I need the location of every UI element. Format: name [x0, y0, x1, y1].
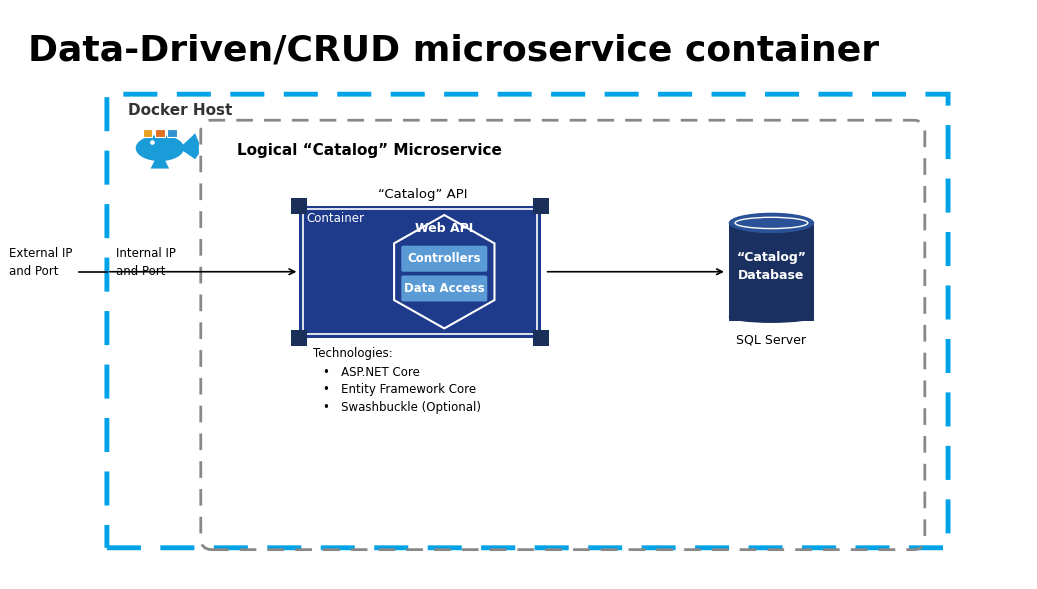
Polygon shape	[180, 133, 199, 159]
FancyBboxPatch shape	[291, 330, 307, 346]
FancyBboxPatch shape	[300, 206, 541, 337]
Text: Data-Driven/CRUD microservice container: Data-Driven/CRUD microservice container	[28, 34, 879, 68]
Text: Technologies:: Technologies:	[313, 347, 393, 360]
Text: Web API: Web API	[415, 223, 474, 236]
Text: Controllers: Controllers	[408, 252, 481, 265]
Text: Container: Container	[307, 212, 365, 225]
Text: Logical “Catalog” Microservice: Logical “Catalog” Microservice	[237, 143, 502, 157]
FancyBboxPatch shape	[533, 198, 549, 214]
Text: Internal IP
and Port: Internal IP and Port	[116, 247, 176, 278]
Ellipse shape	[729, 213, 814, 233]
Text: •   Entity Framework Core: • Entity Framework Core	[323, 383, 476, 396]
Ellipse shape	[136, 135, 184, 161]
FancyBboxPatch shape	[401, 246, 487, 272]
FancyBboxPatch shape	[167, 128, 176, 137]
Text: SQL Server: SQL Server	[736, 333, 807, 346]
Ellipse shape	[729, 310, 814, 323]
Text: Docker Host: Docker Host	[129, 104, 232, 118]
Text: External IP
and Port: External IP and Port	[9, 247, 73, 278]
Text: “Catalog”
Database: “Catalog” Database	[736, 251, 807, 282]
FancyBboxPatch shape	[291, 198, 307, 214]
Text: •   Swashbuckle (Optional): • Swashbuckle (Optional)	[323, 401, 480, 414]
Text: •   ASP.NET Core: • ASP.NET Core	[323, 366, 419, 379]
Polygon shape	[394, 215, 495, 329]
Ellipse shape	[150, 140, 155, 145]
Polygon shape	[150, 159, 169, 168]
FancyBboxPatch shape	[156, 128, 165, 137]
FancyBboxPatch shape	[729, 223, 814, 320]
FancyBboxPatch shape	[143, 128, 152, 137]
FancyBboxPatch shape	[401, 276, 487, 302]
FancyBboxPatch shape	[533, 330, 549, 346]
Text: Data Access: Data Access	[404, 282, 484, 295]
Text: “Catalog” API: “Catalog” API	[379, 188, 468, 201]
